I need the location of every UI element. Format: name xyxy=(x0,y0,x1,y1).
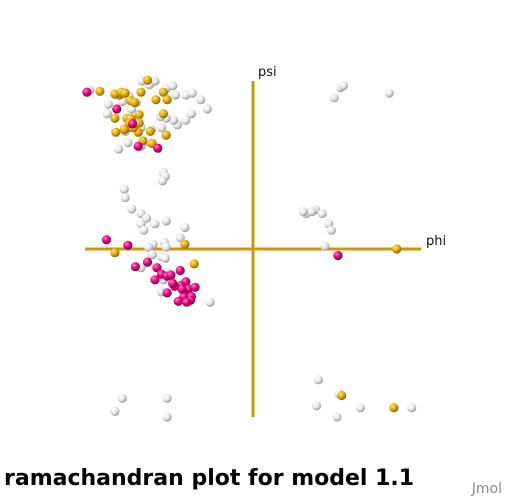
point-white xyxy=(332,412,342,422)
point-white xyxy=(142,213,152,223)
point-white xyxy=(329,93,339,103)
point-white xyxy=(307,207,317,217)
point-pink xyxy=(175,265,185,276)
point-white xyxy=(120,193,130,203)
point-gold xyxy=(110,248,120,258)
point-pink xyxy=(82,87,92,97)
point-pink xyxy=(162,288,172,298)
point-gold xyxy=(111,127,121,137)
point-white xyxy=(186,109,196,119)
point-white xyxy=(196,95,206,105)
point-white xyxy=(157,176,168,186)
point-white xyxy=(123,138,133,148)
point-gold xyxy=(161,130,171,140)
point-white xyxy=(127,204,137,214)
point-gold xyxy=(180,239,190,249)
point-white xyxy=(205,297,215,307)
point-gold xyxy=(389,403,399,413)
point-white xyxy=(161,242,171,252)
point-white xyxy=(355,403,365,413)
point-gold xyxy=(162,95,172,105)
point-white xyxy=(103,99,113,109)
point-white xyxy=(117,393,127,403)
point-gold xyxy=(110,113,120,123)
point-white xyxy=(311,401,322,411)
point-pink xyxy=(142,257,153,267)
point-pink xyxy=(333,250,343,261)
point-white xyxy=(175,233,185,243)
point-pink xyxy=(130,262,140,272)
point-white xyxy=(147,250,157,260)
point-gold xyxy=(151,95,161,105)
point-white xyxy=(317,208,327,219)
point-gold xyxy=(129,97,140,108)
point-gold xyxy=(337,390,347,401)
point-white xyxy=(181,115,191,125)
point-pink xyxy=(182,297,192,307)
point-white xyxy=(150,76,160,86)
point-white xyxy=(156,123,167,133)
point-white xyxy=(114,144,124,154)
point-pink xyxy=(150,275,160,285)
point-pink xyxy=(153,143,163,153)
psi-axis-label: psi xyxy=(258,65,277,80)
point-gold xyxy=(145,126,155,136)
chart-title: ramachandran plot for model 1.1 xyxy=(4,466,415,491)
point-white xyxy=(313,375,323,385)
point-white xyxy=(298,207,308,217)
point-pink xyxy=(152,263,162,273)
point-pink xyxy=(123,240,133,250)
point-white xyxy=(162,393,172,403)
point-white xyxy=(162,412,172,422)
ramachandran-plot: psi phi xyxy=(82,65,446,422)
point-gold xyxy=(120,88,130,98)
point-pink xyxy=(128,119,138,129)
point-pink xyxy=(177,284,187,294)
point-gold xyxy=(134,110,144,120)
point-pink xyxy=(101,235,112,245)
point-white xyxy=(187,88,197,98)
point-white xyxy=(150,219,160,229)
point-gold xyxy=(95,86,105,96)
point-gold xyxy=(119,124,129,135)
point-pink xyxy=(190,282,200,292)
point-white xyxy=(320,241,330,251)
point-white xyxy=(180,222,190,233)
point-gold xyxy=(392,244,402,254)
point-white xyxy=(407,403,417,413)
point-pink xyxy=(133,141,143,151)
point-gold xyxy=(189,259,199,269)
point-pink xyxy=(112,104,122,114)
point-white xyxy=(161,216,171,226)
point-pink xyxy=(181,277,191,287)
point-white xyxy=(119,184,129,194)
point-white xyxy=(326,225,336,235)
point-white xyxy=(338,81,349,91)
point-white xyxy=(139,225,149,235)
point-white xyxy=(384,88,394,98)
point-white xyxy=(143,242,154,252)
point-gold xyxy=(142,75,153,85)
point-gold xyxy=(158,109,168,119)
point-white xyxy=(170,90,181,100)
point-white xyxy=(168,81,178,91)
point-white xyxy=(202,104,212,114)
point-pink xyxy=(168,278,178,289)
data-points xyxy=(82,75,417,422)
point-pink xyxy=(166,270,176,280)
phi-axis-label: phi xyxy=(426,234,446,249)
point-white xyxy=(102,109,112,119)
point-white xyxy=(169,115,179,125)
point-pink xyxy=(173,296,183,306)
point-white xyxy=(160,253,170,263)
point-white xyxy=(110,406,120,416)
jmol-watermark: Jmol xyxy=(471,481,502,497)
point-gold xyxy=(136,87,146,97)
point-gold xyxy=(158,87,168,97)
